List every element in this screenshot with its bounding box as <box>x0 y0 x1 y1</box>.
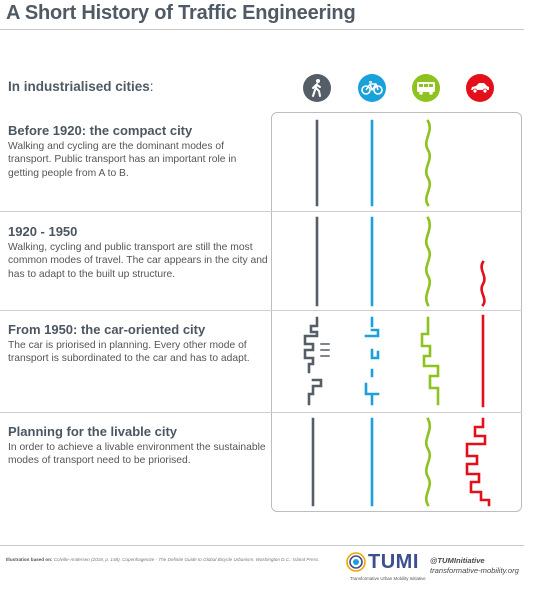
illustration-credit: Illustration based on: Colville-Andersen… <box>6 557 326 562</box>
car-icon <box>466 74 494 102</box>
subtitle-colon: : <box>149 79 154 94</box>
bicycle-icon <box>358 74 386 102</box>
transit-line-row3 <box>420 316 440 406</box>
tumi-wordmark: TUMI <box>368 551 419 573</box>
title-divider <box>0 29 524 30</box>
row-title: From 1950: the car-oriented city <box>8 322 206 337</box>
contact-info: @TUMInitiative transformative-mobility.o… <box>430 556 519 576</box>
panel-divider <box>271 211 522 212</box>
row-description: Walking and cycling are the dominant mod… <box>8 141 237 179</box>
walking-icon <box>303 74 331 102</box>
car-line-row2 <box>480 260 486 307</box>
cycling-line-row3 <box>364 316 380 406</box>
page-title: A Short History of Traffic Engineering <box>6 2 356 24</box>
bus-icon <box>412 74 440 102</box>
credit-label: Illustration based on: <box>6 557 53 562</box>
tumi-tagline: Transformative Urban Mobility Initiative <box>350 576 426 581</box>
row-title: 1920 - 1950 <box>8 224 78 239</box>
row-divider <box>0 412 276 413</box>
panel-divider <box>271 310 522 311</box>
row-description: Walking, cycling and public transport ar… <box>8 242 268 280</box>
row-before-1920: Before 1920: the compact city Walking an… <box>8 123 268 180</box>
walking-dots-row3 <box>320 343 330 357</box>
row-description: In order to achieve a livable environmen… <box>8 442 266 467</box>
row-title: Before 1920: the compact city <box>8 123 193 138</box>
social-handle: @TUMInitiative <box>430 556 485 565</box>
website-link[interactable]: transformative-mobility.org <box>430 566 519 575</box>
row-livable-city: Planning for the livable city In order t… <box>8 424 268 468</box>
footer-divider <box>0 545 524 546</box>
transit-line-row1 <box>425 119 431 207</box>
panel-divider <box>271 412 522 413</box>
walking-line-row3 <box>303 316 323 406</box>
transit-line-row2 <box>425 216 431 307</box>
row-divider <box>0 310 276 311</box>
car-line-row4 <box>465 417 491 507</box>
row-divider <box>0 211 276 212</box>
row-from-1950: From 1950: the car-oriented city The car… <box>8 322 268 366</box>
credit-text: Colville-Andersen (2018, p. 148). Copenh… <box>53 557 320 562</box>
subtitle-text: In industrialised cities <box>8 79 150 94</box>
transit-line-row4 <box>425 417 431 507</box>
tumi-emblem-icon <box>346 552 366 572</box>
mode-panel <box>271 112 522 512</box>
row-1920-1950: 1920 - 1950 Walking, cycling and public … <box>8 224 268 281</box>
row-description: The car is priorised in planning. Every … <box>8 340 250 365</box>
row-title: Planning for the livable city <box>8 424 178 439</box>
section-subtitle: In industrialised cities: <box>8 79 154 94</box>
